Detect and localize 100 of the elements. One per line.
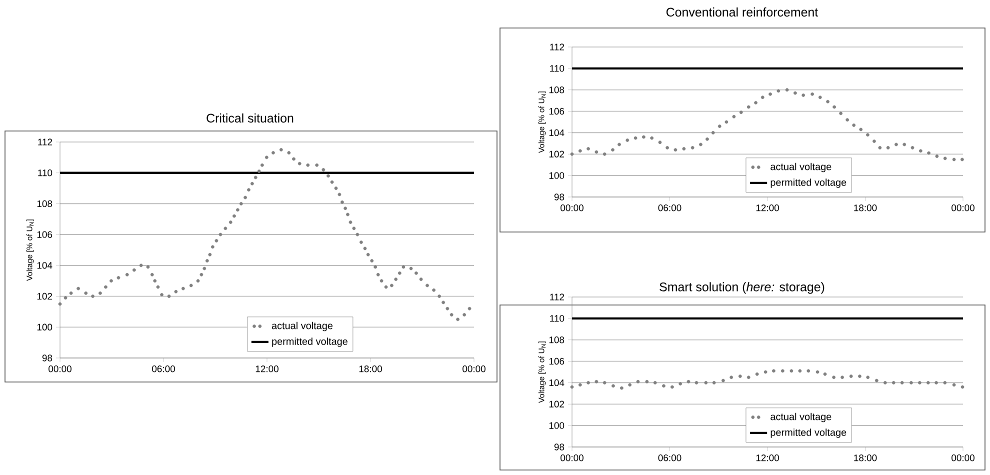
point [866,376,870,380]
point [645,380,649,384]
point [586,147,590,150]
point [816,370,820,374]
point [690,146,694,150]
point [934,381,938,384]
y-tick-label: 100 [549,422,564,429]
chart-title: Critical situation [206,113,294,123]
point [960,385,964,389]
point [776,89,780,93]
point [859,128,863,132]
point [823,372,827,376]
point [768,92,772,96]
point [960,158,964,162]
legend-label: actual voltage [272,322,333,332]
point [927,151,930,155]
point [636,380,640,384]
x-tick-label: 06:00 [658,454,682,462]
point [826,100,830,104]
point [926,381,930,384]
point [894,142,898,146]
y-tick-label: 106 [37,231,52,238]
x-tick-label: 00:00 [952,204,974,212]
point [858,374,862,378]
point [935,154,939,158]
point [794,91,797,95]
chart-title: Conventional reinforcement [666,7,818,17]
y-tick-label: 104 [549,379,564,386]
point [612,384,615,388]
point [570,152,574,156]
x-tick-label: 06:00 [658,204,682,212]
point [852,124,856,127]
y-tick-label: 102 [549,150,564,158]
point [746,376,750,380]
legend-label: permitted voltage [770,428,846,438]
point [712,381,716,384]
point [653,381,657,384]
point [764,370,768,374]
x-tick-label: 18:00 [359,366,382,372]
point [952,383,956,387]
point [840,376,844,380]
x-tick-label: 12:00 [756,454,779,462]
legend-label: actual voltage [770,162,832,172]
point [910,146,914,150]
point [772,369,776,373]
point [642,135,646,139]
y-tick-label: 106 [549,108,564,115]
point [810,92,814,96]
point [883,381,887,384]
point [686,380,690,384]
point [918,149,922,153]
x-tick-label: 00:00 [952,454,974,462]
y-tick-label: 98 [42,354,52,362]
point [832,376,836,380]
point [806,369,810,373]
point [706,137,709,141]
legend-label: permitted voltage [272,338,348,347]
x-tick-label: 12:00 [256,366,278,372]
point [760,96,764,100]
point [918,381,922,384]
point [892,381,896,384]
chart-title: Smart solution (here: storage) [660,282,824,294]
point [694,381,698,384]
x-tick-label: 06:00 [152,366,175,372]
point [650,136,654,140]
point [724,120,728,124]
point [602,152,606,156]
y-tick-label: 108 [549,86,564,94]
point [739,110,743,114]
point [678,382,682,386]
point [790,369,794,373]
point [578,149,582,153]
point [682,147,686,150]
point [910,381,913,384]
point [780,369,784,373]
point [900,381,904,384]
point [872,140,876,143]
y-tick-label: 112 [550,294,564,300]
point [718,124,722,128]
point [594,380,598,384]
point [730,376,734,380]
y-tick-label: 104 [549,129,564,136]
point [943,381,947,384]
point [886,146,890,150]
y-tick-label: 102 [549,400,564,408]
y-tick-label: 98 [554,444,564,450]
point [846,118,850,122]
x-tick-label: 18:00 [854,204,877,212]
x-tick-label: 18:00 [854,454,877,462]
point [832,105,836,109]
point [620,386,624,390]
point [952,158,956,162]
point [802,94,806,97]
point [754,101,758,104]
point [704,381,708,384]
y-tick-label: 112 [550,44,564,50]
point [746,105,750,109]
x-tick-label: 00:00 [560,204,584,212]
point [943,156,947,160]
y-tick-label: 106 [549,358,564,365]
